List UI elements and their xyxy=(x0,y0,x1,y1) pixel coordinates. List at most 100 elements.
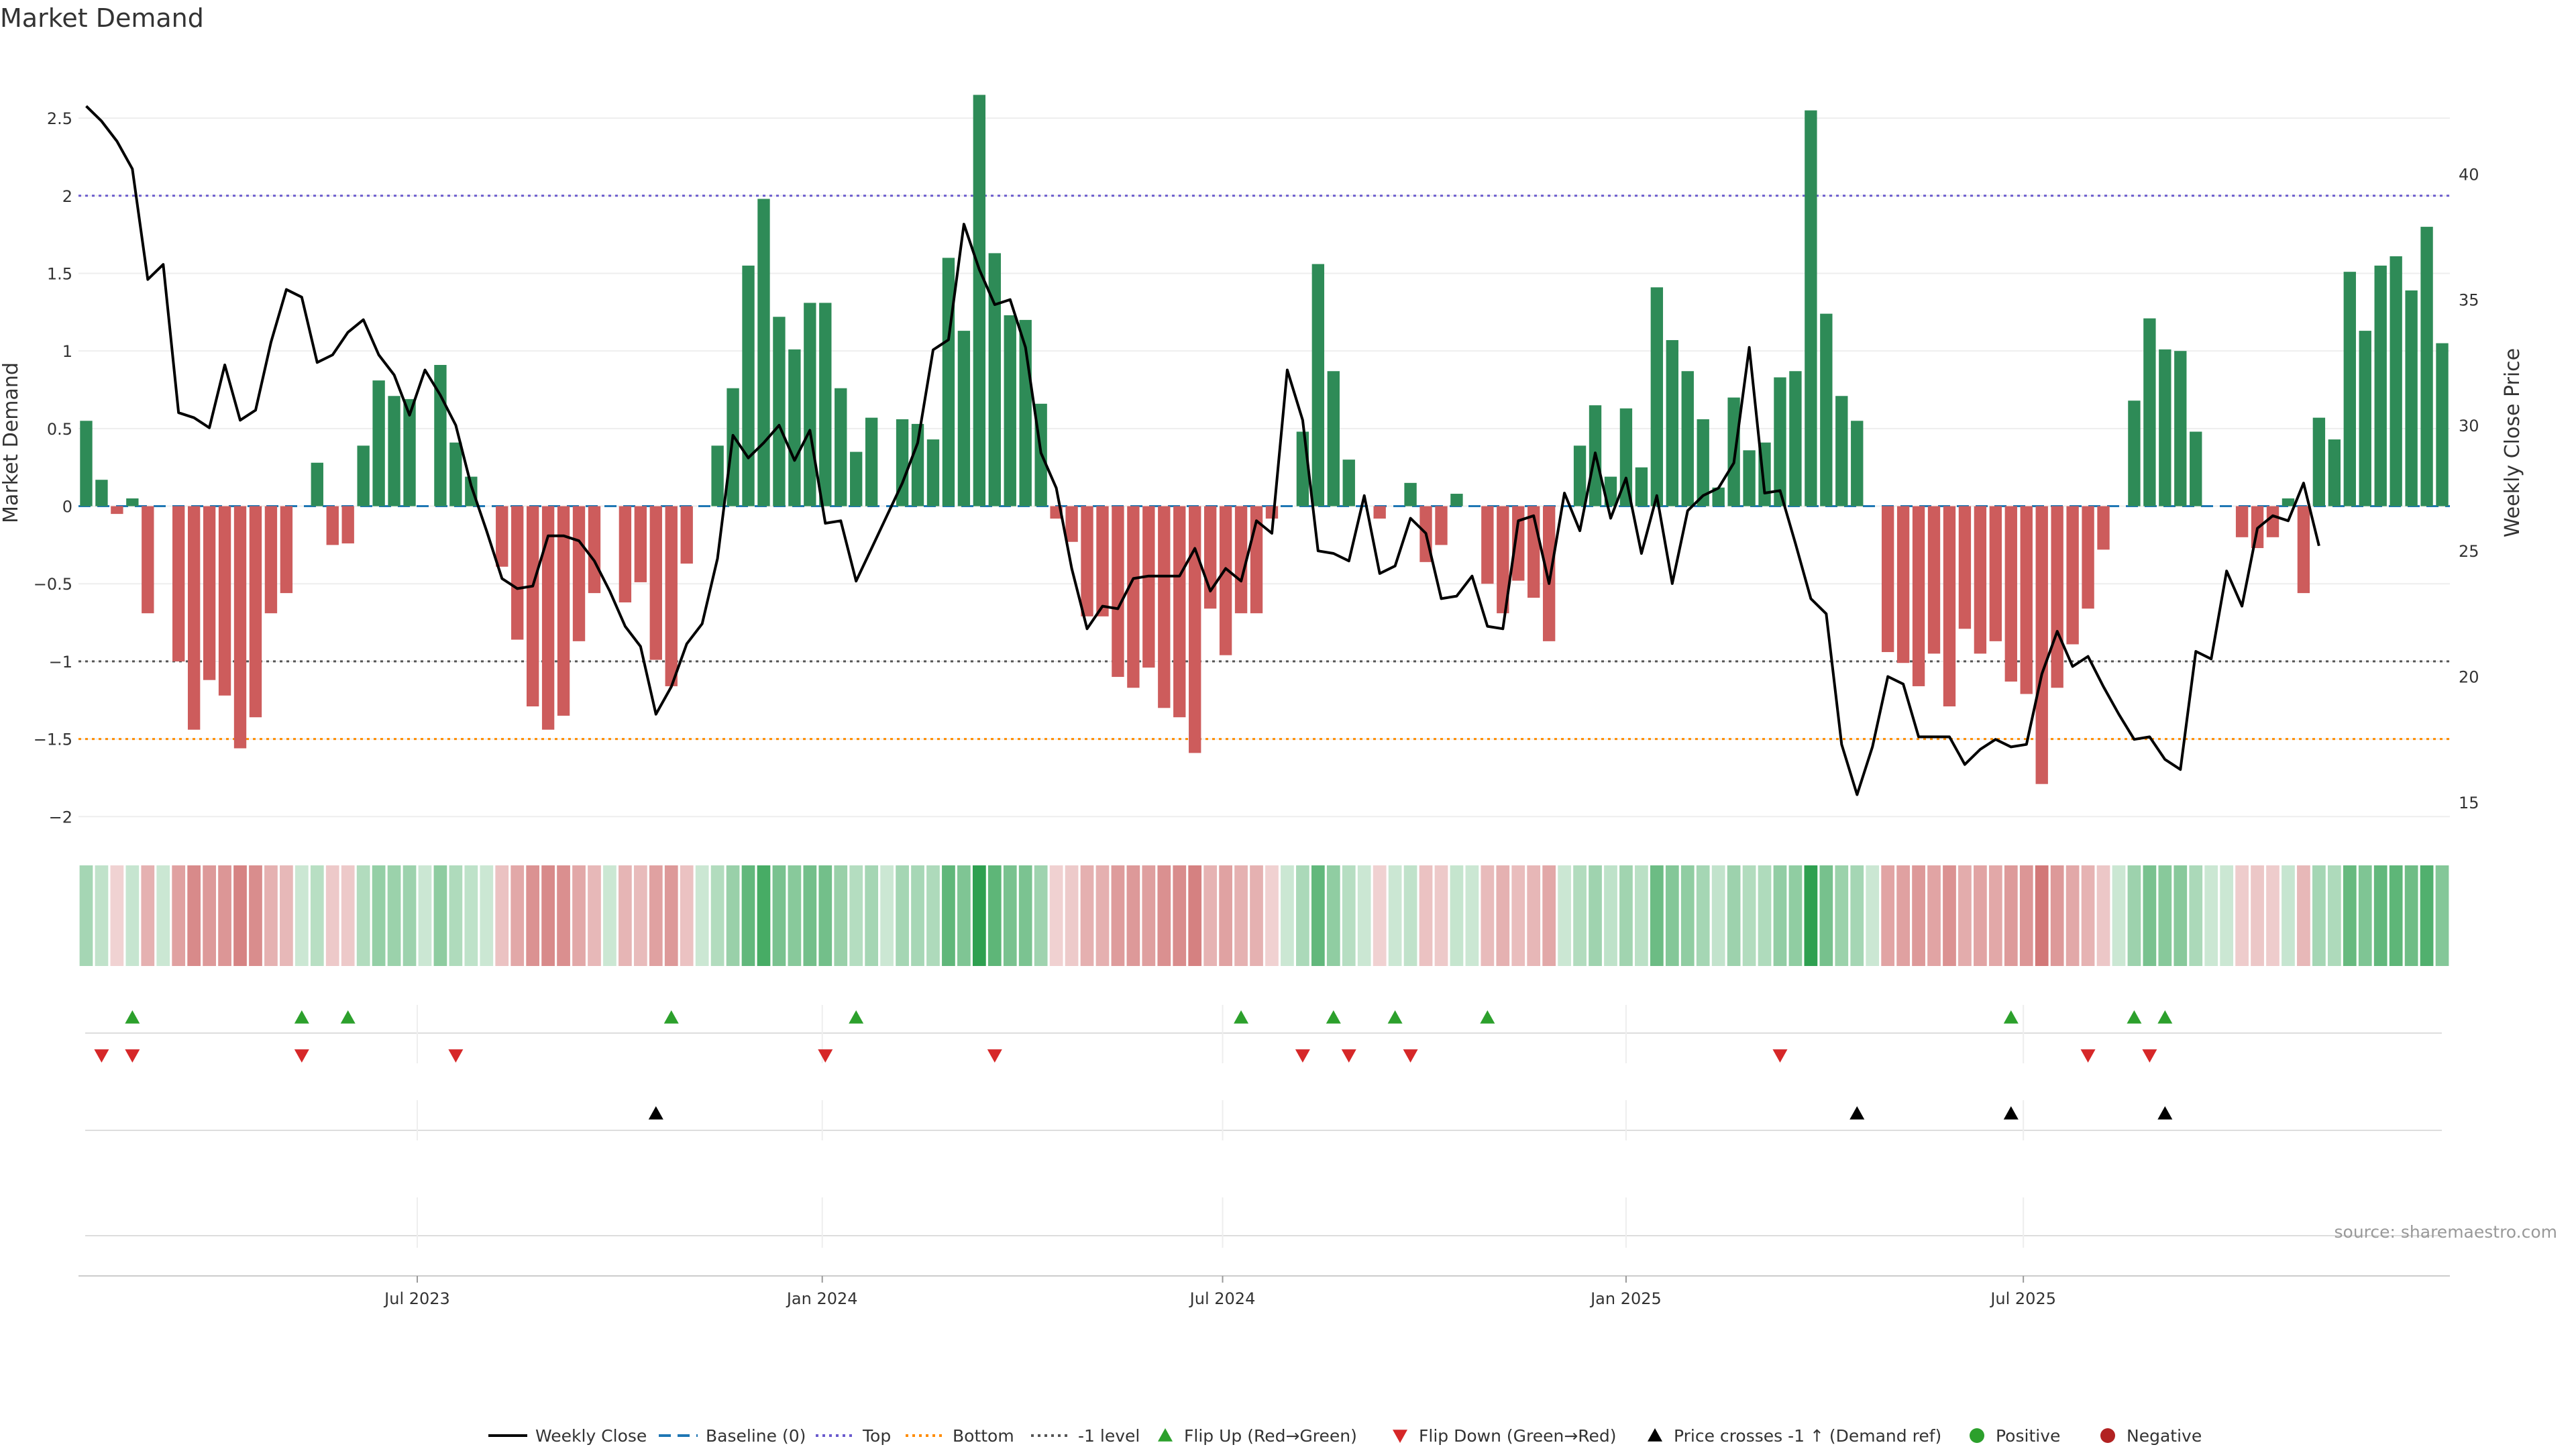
strip-cell-82 xyxy=(1342,865,1356,966)
demand-bar-95 xyxy=(1542,506,1556,641)
strip-cell-38 xyxy=(664,865,678,966)
strip-cell-67 xyxy=(1111,865,1125,966)
demand-bar-72 xyxy=(1189,506,1201,753)
flip-up-marker-9 xyxy=(2003,1010,2019,1024)
demand-bar-20 xyxy=(388,396,400,506)
y-tick-label-7: −1 xyxy=(49,653,72,672)
strip-cell-71 xyxy=(1173,865,1187,966)
y-axis-left: 2.5 2 1.5 1 0.5 0 −0.5 −1 −1.5 −2 xyxy=(34,109,72,826)
demand-bar-53 xyxy=(896,419,909,506)
demand-bar-17 xyxy=(341,506,354,544)
demand-bar-41 xyxy=(711,445,724,506)
strip-cell-107 xyxy=(1727,865,1741,966)
demand-bar-43 xyxy=(742,265,755,506)
demand-bar-111 xyxy=(1789,371,1802,506)
strip-cell-81 xyxy=(1326,865,1340,966)
demand-bar-9 xyxy=(218,506,231,696)
strip-cell-114 xyxy=(1835,865,1849,966)
demand-bar-70 xyxy=(1158,506,1171,708)
y2-tick-label-5: 15 xyxy=(2459,794,2479,812)
y2-tick-label-1: 35 xyxy=(2459,291,2479,310)
strip-cell-78 xyxy=(1281,865,1294,966)
demand-bar-137 xyxy=(2190,431,2202,506)
strip-cell-79 xyxy=(1296,865,1309,966)
strip-cell-24 xyxy=(449,865,463,966)
price-series xyxy=(85,105,2320,796)
demand-bar-59 xyxy=(988,253,1001,506)
strip-cell-7 xyxy=(187,865,201,966)
demand-bar-56 xyxy=(942,258,955,506)
demand-bar-91 xyxy=(1481,506,1494,584)
strip-cell-94 xyxy=(1527,865,1541,966)
strip-cell-100 xyxy=(1619,865,1633,966)
strip-cell-127 xyxy=(2035,865,2049,966)
demand-bar-57 xyxy=(957,331,971,506)
demand-bar-66 xyxy=(1096,506,1109,616)
strip-cell-87 xyxy=(1419,865,1433,966)
y-tick-label-1: 2 xyxy=(62,187,72,206)
strip-cell-12 xyxy=(264,865,278,966)
demand-bar-152 xyxy=(2420,227,2433,506)
legend-label-3: Bottom xyxy=(953,1426,1014,1446)
strip-cell-54 xyxy=(911,865,924,966)
demand-bar-127 xyxy=(2035,506,2048,784)
demand-bar-144 xyxy=(2297,506,2310,594)
y2-tick-label-4: 20 xyxy=(2459,668,2479,687)
strip-cell-80 xyxy=(1311,865,1325,966)
x-tick-label-0: Jul 2023 xyxy=(383,1289,450,1308)
demand-bar-11 xyxy=(249,506,262,718)
demand-bar-145 xyxy=(2312,417,2326,506)
strip-cell-88 xyxy=(1434,865,1448,966)
strip-cell-97 xyxy=(1573,865,1587,966)
demand-bar-55 xyxy=(926,439,940,506)
y-tick-label-2: 1.5 xyxy=(47,264,72,283)
y-tick-label-3: 1 xyxy=(62,342,72,361)
strip-cell-119 xyxy=(1912,865,1925,966)
strip-cell-52 xyxy=(880,865,894,966)
demand-bar-42 xyxy=(727,388,739,506)
strip-cell-118 xyxy=(1896,865,1910,966)
strip-cell-51 xyxy=(865,865,879,966)
demand-bar-77 xyxy=(1265,506,1279,519)
strip-cell-90 xyxy=(1465,865,1479,966)
demand-bar-8 xyxy=(203,506,216,680)
strip-cell-42 xyxy=(726,865,740,966)
y-axis-right: 40 35 30 25 20 15 xyxy=(2459,165,2479,812)
strip-cell-70 xyxy=(1157,865,1171,966)
flip-down-marker-8 xyxy=(1403,1049,1418,1063)
flip-down-marker-9 xyxy=(1772,1049,1788,1063)
strip-cell-26 xyxy=(480,865,494,966)
demand-bar-126 xyxy=(2020,506,2033,694)
strip-cell-139 xyxy=(2220,865,2234,966)
strip-cell-125 xyxy=(2004,865,2018,966)
strip-cell-3 xyxy=(125,865,140,966)
strip-cell-9 xyxy=(218,865,231,966)
strip-cell-46 xyxy=(788,865,802,966)
demand-bar-108 xyxy=(1743,450,1756,506)
strip-cell-29 xyxy=(526,865,540,966)
demand-bar-30 xyxy=(541,506,555,730)
strip-cell-131 xyxy=(2096,865,2110,966)
demand-bar-18 xyxy=(357,445,370,506)
strip-cell-147 xyxy=(2343,865,2357,966)
flip-down-marker-0 xyxy=(94,1049,109,1063)
strip-cell-129 xyxy=(2065,865,2080,966)
demand-bar-117 xyxy=(1881,506,1894,653)
strip-cell-148 xyxy=(2358,865,2372,966)
flip-down-marker-11 xyxy=(2142,1049,2157,1063)
strip-cell-69 xyxy=(1142,865,1156,966)
strip-cell-137 xyxy=(2189,865,2203,966)
strip-cell-108 xyxy=(1742,865,1756,966)
demand-bar-10 xyxy=(233,506,247,749)
strip-cell-75 xyxy=(1234,865,1248,966)
strip-cell-28 xyxy=(511,865,525,966)
strip-cell-43 xyxy=(741,865,755,966)
strip-cell-109 xyxy=(1758,865,1772,966)
demand-bar-150 xyxy=(2390,256,2402,506)
demand-bar-28 xyxy=(511,506,524,640)
strip-cell-123 xyxy=(1974,865,1987,966)
demand-bar-129 xyxy=(2066,506,2079,645)
demand-bar-36 xyxy=(634,506,647,582)
demand-bar-13 xyxy=(280,506,293,594)
